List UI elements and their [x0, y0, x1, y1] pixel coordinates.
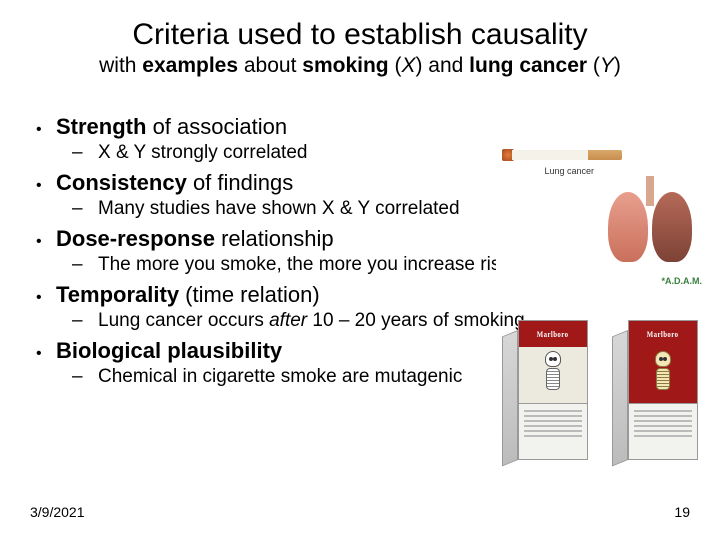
bullet-rest: of association — [146, 114, 287, 139]
bullet-sub-text: The more you smoke, the more you increas… — [98, 254, 510, 276]
cigarette-packs-image: Marlboro — [496, 308, 706, 462]
cigarette-filter — [588, 150, 622, 160]
warn-line — [524, 425, 582, 427]
bullet-rest: relationship — [215, 226, 334, 251]
sub-italic: after — [269, 310, 307, 331]
bullet-sub-text: X & Y strongly correlated — [98, 142, 307, 164]
skull-icon — [655, 351, 671, 367]
slide-title: Criteria used to establish causality — [30, 18, 690, 52]
bullet-icon: • — [30, 289, 56, 307]
bullet-sub-text: Lung cancer occurs after 10 – 20 years o… — [98, 310, 525, 332]
ribcage-icon — [656, 368, 670, 390]
pack-warning — [519, 403, 587, 459]
bullet-icon: • — [30, 345, 56, 363]
slide-footer: 3/9/2021 19 — [30, 504, 690, 520]
sub-post: 10 – 20 years of smoking — [307, 310, 525, 331]
pack-side — [612, 330, 628, 466]
subtitle-p2c: ) — [614, 54, 621, 77]
bullet-sub-text: Many studies have shown X & Y correlated — [98, 198, 460, 220]
subtitle-bold-3: lung cancer — [469, 54, 587, 77]
ribcage-icon — [546, 368, 560, 390]
warn-line — [524, 430, 582, 432]
cigarette-pack-1: Marlboro — [502, 320, 590, 462]
warn-line — [634, 425, 692, 427]
warn-line — [634, 435, 692, 437]
pack-header: Marlboro — [519, 321, 587, 347]
bullet-bold: Consistency — [56, 170, 187, 195]
bullet-text: Dose-response relationship — [56, 226, 334, 252]
footer-date: 3/9/2021 — [30, 504, 85, 520]
cigarette-pack-2: Marlboro — [612, 320, 700, 462]
slide: Criteria used to establish causality wit… — [0, 0, 720, 540]
skeleton-icon — [535, 351, 571, 399]
subtitle-bold-2: smoking — [302, 54, 388, 77]
warn-line — [524, 435, 582, 437]
warn-line — [524, 415, 582, 417]
dash-icon: – — [72, 366, 98, 388]
pack-header: Marlboro — [629, 321, 697, 347]
pack-side — [502, 330, 518, 466]
bullet-bold: Dose-response — [56, 226, 215, 251]
lung-label: Lung cancer — [544, 166, 594, 176]
pack-warning — [629, 403, 697, 459]
pack-front: Marlboro — [518, 320, 588, 460]
subtitle-x: X — [401, 54, 415, 77]
warn-line — [524, 410, 582, 412]
dash-icon: – — [72, 310, 98, 332]
bullet-text: Strength of association — [56, 114, 287, 140]
adam-watermark: *A.D.A.M. — [662, 276, 703, 286]
subtitle-prefix: with — [99, 54, 142, 77]
warn-line — [634, 420, 692, 422]
lungs-icon — [602, 176, 698, 276]
bullet-rest: (time relation) — [179, 282, 320, 307]
skeleton-icon — [645, 351, 681, 399]
warn-line — [634, 415, 692, 417]
footer-page-number: 19 — [674, 504, 690, 520]
subtitle-mid-1: about — [238, 54, 302, 77]
dash-icon: – — [72, 198, 98, 220]
warn-line — [524, 420, 582, 422]
pack-graphic — [629, 347, 697, 403]
trachea — [646, 176, 654, 206]
warn-line — [634, 410, 692, 412]
cigarette-icon — [502, 150, 622, 160]
bullet-sub-text: Chemical in cigarette smoke are mutageni… — [98, 366, 462, 388]
bullet-icon: • — [30, 233, 56, 251]
sub-pre: Lung cancer occurs — [98, 310, 269, 331]
subtitle-y: Y — [600, 54, 614, 77]
bullet-text: Temporality (time relation) — [56, 282, 320, 308]
skull-icon — [545, 351, 561, 367]
subtitle-p1c: ) and — [415, 54, 469, 77]
lung-cancer-image: Lung cancer *A.D.A.M. — [496, 120, 706, 288]
lung-left — [608, 192, 648, 262]
pack-graphic — [519, 347, 587, 403]
subtitle-p1o: ( — [389, 54, 402, 77]
bullet-rest: of findings — [187, 170, 293, 195]
slide-subtitle: with examples about smoking (X) and lung… — [30, 54, 690, 78]
lung-right — [652, 192, 692, 262]
pack-brand: Marlboro — [537, 330, 569, 339]
dash-icon: – — [72, 254, 98, 276]
bullet-bold: Strength — [56, 114, 146, 139]
bullet-text: Biological plausibility — [56, 338, 282, 364]
subtitle-p2o: ( — [587, 54, 600, 77]
cigarette-body — [512, 150, 588, 160]
pack-brand: Marlboro — [647, 330, 679, 339]
subtitle-bold-1: examples — [142, 54, 238, 77]
warn-line — [634, 430, 692, 432]
bullet-icon: • — [30, 121, 56, 139]
dash-icon: – — [72, 142, 98, 164]
bullet-bold: Temporality — [56, 282, 179, 307]
bullet-bold: Biological plausibility — [56, 338, 282, 363]
bullet-icon: • — [30, 177, 56, 195]
pack-front: Marlboro — [628, 320, 698, 460]
bullet-text: Consistency of findings — [56, 170, 293, 196]
